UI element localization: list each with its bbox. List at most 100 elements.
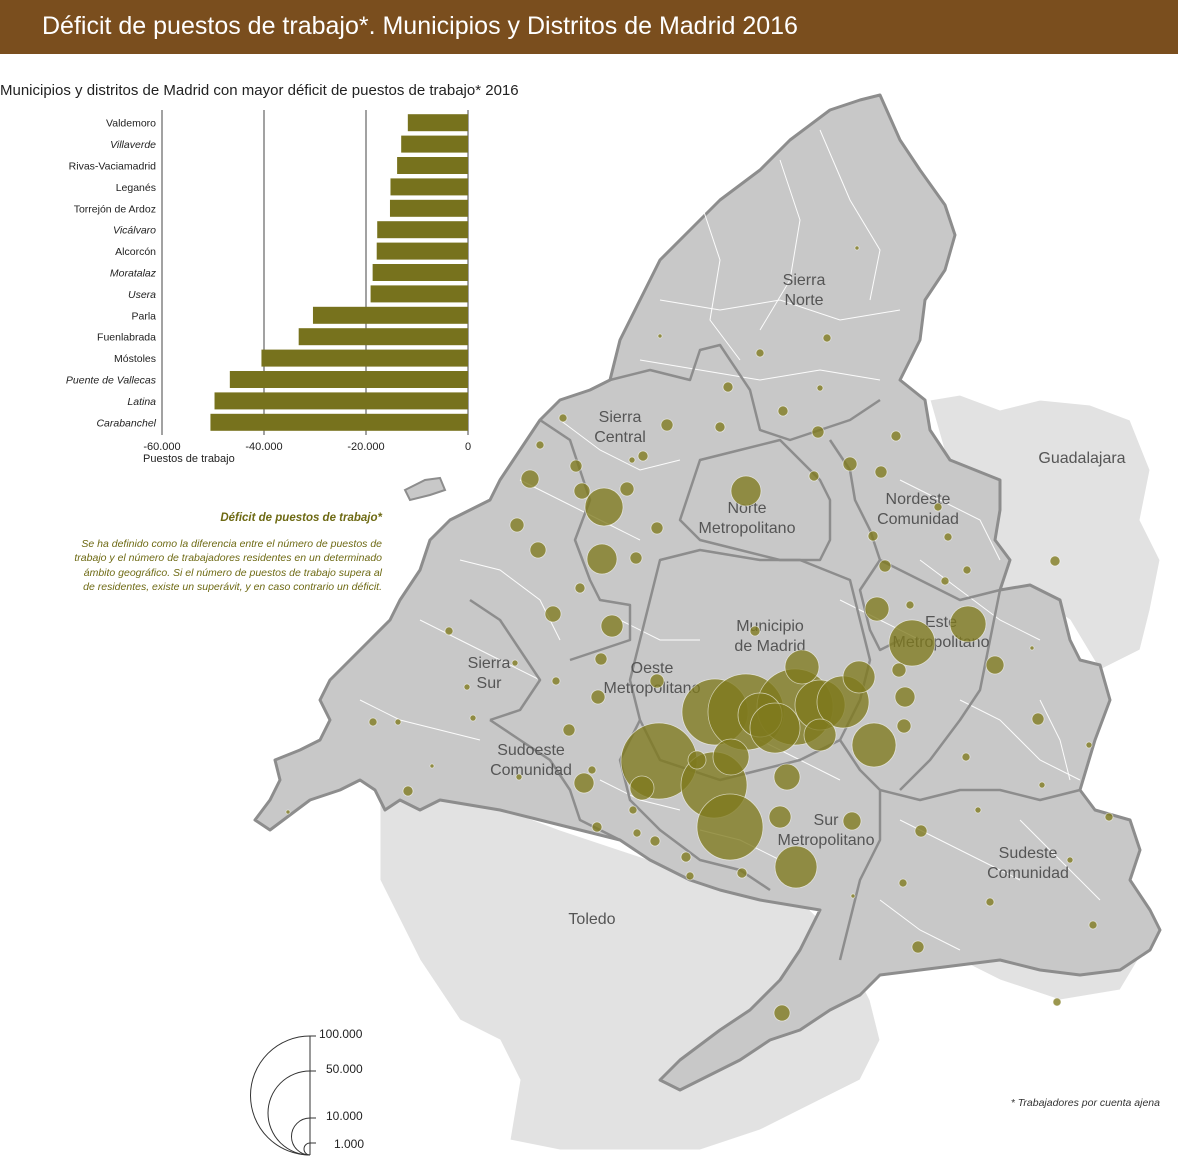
bubble: [632, 828, 642, 838]
bubble: [867, 530, 879, 542]
bubble: [1085, 741, 1093, 749]
chart-bar: [261, 349, 468, 367]
bubble: [1052, 997, 1062, 1007]
chart-bar: [229, 371, 468, 388]
chart-bar: [407, 114, 468, 132]
bubble: [768, 805, 792, 829]
bubble: [650, 521, 664, 535]
chart-title: Municipios y distritos de Madrid con may…: [0, 82, 519, 99]
bubble: [444, 626, 454, 636]
bubble: [520, 469, 540, 489]
chart-category-labels: Valdemoro Villaverde Rivas-Vaciamadrid Lega…: [66, 118, 157, 430]
chart-tick-labels: -60.000 -40.000 -20.000 0: [143, 441, 471, 453]
bubble: [878, 559, 892, 573]
bubble: [587, 765, 597, 775]
bubble: [544, 605, 562, 623]
bubble: [773, 1004, 791, 1022]
chart-tick-label: -40.000: [245, 441, 282, 453]
bubble: [535, 440, 545, 450]
chart-tick-label: -20.000: [347, 441, 384, 453]
bubble: [890, 430, 902, 442]
bubble: [864, 596, 890, 622]
legend-description-line: de residentes, existe un superávit, y en…: [83, 581, 382, 594]
bubble: [1049, 555, 1061, 567]
bubble: [685, 871, 695, 881]
external-label-guadalajara: Guadalajara: [1038, 450, 1125, 467]
legend-description: Se ha definido como la diferencia entre …: [32, 537, 382, 595]
bubble: [1031, 712, 1045, 726]
chart-category-label: Puente de Vallecas: [66, 375, 157, 387]
bubble: [586, 543, 618, 575]
bubble: [773, 763, 801, 791]
bubble: [660, 418, 674, 432]
chart-bar: [376, 242, 468, 260]
chart-bars: [210, 114, 468, 431]
page-title: Déficit de puestos de trabajo*. Municipi…: [42, 12, 798, 40]
bubble: [730, 475, 762, 507]
bubble: [850, 893, 856, 899]
bubble: [591, 821, 603, 833]
footnote: * Trabajadores por cuenta ajena: [1010, 1097, 1160, 1109]
bubble: [649, 835, 661, 847]
chart-category-label: Leganés: [116, 182, 156, 194]
size-label-100000: 100.000: [319, 1027, 363, 1041]
size-legend: 100.000 50.000 10.000 1.000: [250, 1027, 364, 1156]
chart-category-label: Móstoles: [114, 353, 156, 365]
bubble: [842, 660, 876, 694]
map-fragment: [403, 476, 447, 502]
bubble: [573, 772, 595, 794]
bubble: [777, 405, 789, 417]
legend-box: Déficit de puestos de trabajo* Se ha def…: [32, 512, 382, 595]
chart-tick-label: -60.000: [143, 441, 180, 453]
chart-bar: [401, 135, 468, 153]
bubble: [394, 718, 402, 726]
bubble: [962, 565, 972, 575]
region-label-sudeste: Sudeste Comunidad: [987, 845, 1069, 882]
chart-bar: [298, 328, 468, 346]
bubble: [784, 649, 820, 685]
bubble: [696, 793, 764, 861]
bubble: [628, 805, 638, 815]
bubble: [749, 702, 801, 754]
bubble: [961, 752, 971, 762]
bubble: [842, 456, 858, 472]
size-label-1000: 1.000: [334, 1137, 364, 1151]
bubble: [569, 459, 583, 473]
bubble: [469, 714, 477, 722]
bubble: [808, 470, 820, 482]
chart-bar: [390, 178, 468, 196]
bubble: [816, 384, 824, 392]
bubble: [649, 673, 665, 689]
bubble: [905, 600, 915, 610]
bubble: [515, 773, 523, 781]
bubble: [574, 582, 586, 594]
chart-category-label: Latina: [127, 396, 156, 408]
bubble: [402, 785, 414, 797]
bubble: [933, 502, 943, 512]
bubble: [594, 652, 608, 666]
bubble: [891, 662, 907, 678]
bubble: [943, 532, 953, 542]
bubble: [914, 824, 928, 838]
bubble: [600, 614, 624, 638]
chart-category-label: Rivas-Vaciamadrid: [69, 161, 156, 173]
bubble: [1088, 920, 1098, 930]
chart-bar: [312, 306, 468, 324]
bubble: [854, 245, 860, 251]
bubble: [842, 811, 862, 831]
bubble: [985, 897, 995, 907]
deficit-bubbles: [285, 245, 1114, 1022]
chart-bar: [370, 285, 468, 303]
legend-description-line: Se ha definido como la diferencia entre …: [81, 538, 382, 550]
bubble: [687, 750, 707, 770]
bubble: [1038, 781, 1046, 789]
size-label-10000: 10.000: [326, 1109, 363, 1123]
bubble: [940, 576, 950, 586]
region-borders: [469, 343, 1081, 961]
bubble: [1066, 856, 1074, 864]
bubble: [803, 718, 837, 752]
bubble: [874, 465, 888, 479]
deficit-bar-chart: Valdemoro Villaverde Rivas-Vaciamadrid Lega…: [66, 110, 471, 465]
bubble: [637, 450, 649, 462]
